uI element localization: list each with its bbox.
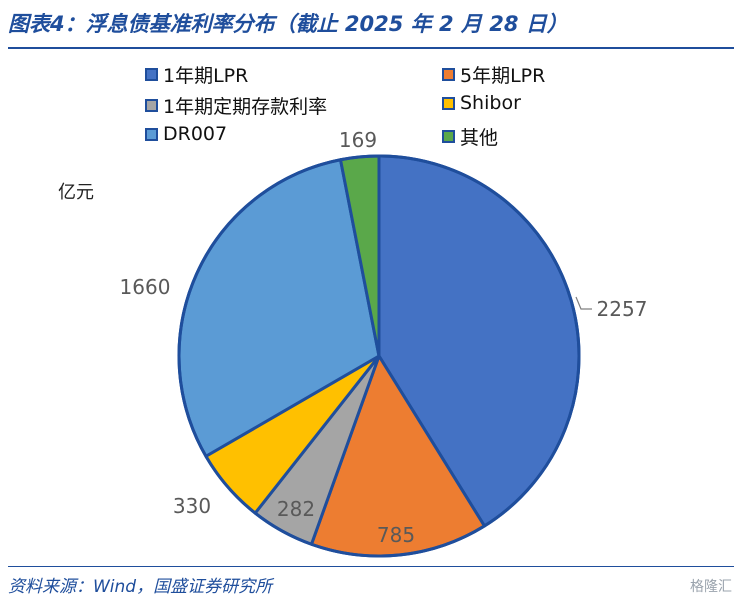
legend-item-shibor: Shibor bbox=[442, 92, 521, 114]
legend-item-lpr-5y: 5年期LPR bbox=[442, 61, 545, 88]
legend-label: 1年期定期存款利率 bbox=[163, 96, 328, 118]
data-label: 785 bbox=[377, 523, 415, 547]
legend-label: Shibor bbox=[460, 92, 521, 114]
pie-outline bbox=[177, 154, 581, 558]
legend-label: DR007 bbox=[163, 123, 228, 145]
legend-swatch bbox=[442, 130, 455, 143]
chart-title: 图表4：浮息债基准利率分布（截止 2025 年 2 月 28 日） bbox=[8, 12, 568, 36]
watermark: 格隆汇 bbox=[690, 579, 732, 595]
data-label: 169 bbox=[339, 128, 377, 152]
source-note: 资料来源：Wind，国盛证券研究所 bbox=[8, 577, 273, 597]
title-rule bbox=[8, 47, 734, 49]
data-label: 1660 bbox=[120, 275, 171, 299]
legend-swatch bbox=[442, 68, 455, 81]
data-label: 330 bbox=[173, 494, 211, 518]
legend-item-lpr-1y: 1年期LPR bbox=[145, 61, 248, 88]
data-label: 2257 bbox=[597, 297, 648, 321]
legend-label: 5年期LPR bbox=[460, 65, 546, 87]
legend-label: 1年期LPR bbox=[163, 65, 249, 87]
legend-swatch bbox=[442, 96, 455, 110]
source-rule bbox=[8, 566, 734, 567]
legend-item-other: 其他 bbox=[442, 123, 498, 150]
leader-line bbox=[575, 296, 592, 310]
unit-label: 亿元 bbox=[58, 182, 94, 203]
legend-label: 其他 bbox=[460, 127, 499, 149]
legend-swatch bbox=[145, 68, 158, 81]
legend-item-deposit-rate: 1年期定期存款利率 bbox=[145, 92, 327, 119]
legend-item-dr007: DR007 bbox=[145, 123, 227, 145]
legend-swatch bbox=[145, 127, 158, 141]
data-label: 282 bbox=[277, 497, 315, 521]
legend-swatch bbox=[145, 99, 158, 112]
